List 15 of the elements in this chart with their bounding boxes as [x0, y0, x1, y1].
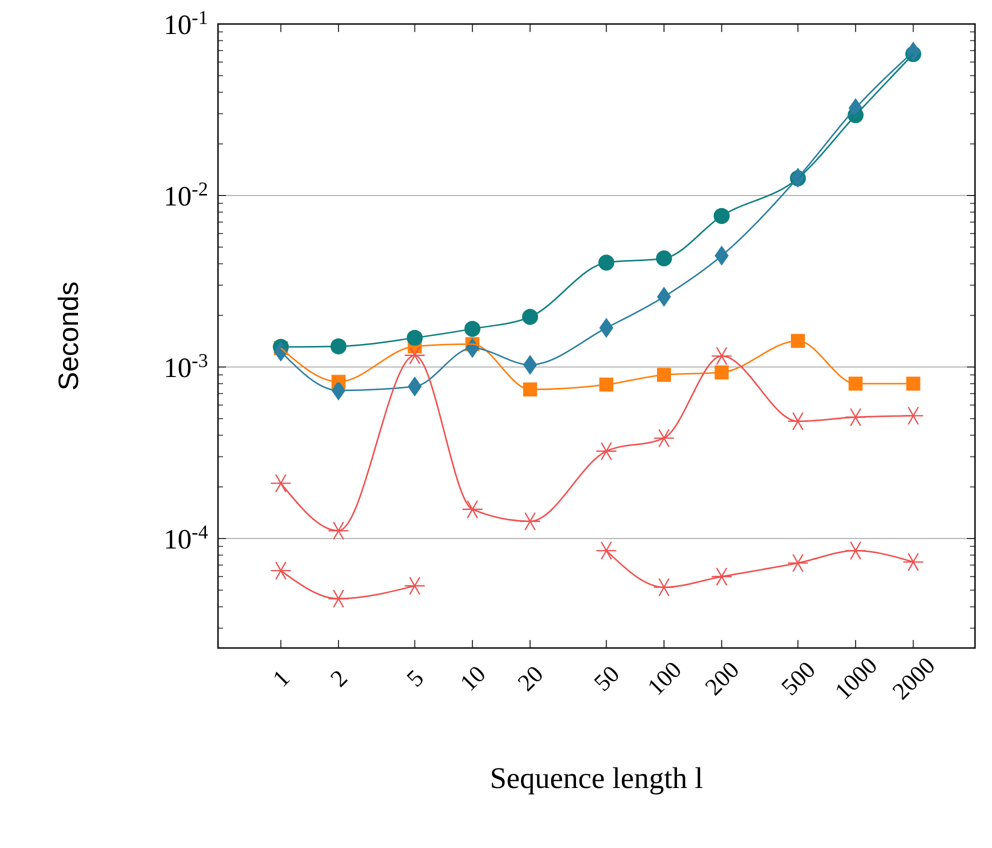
x-tick-label: 20 — [513, 661, 549, 697]
x-tick-label: 500 — [776, 657, 821, 701]
x-tick-label: 2 — [326, 666, 353, 692]
x-tick-label: 200 — [700, 657, 745, 701]
y-tick-label: 10$^{-3}$ — [164, 350, 208, 384]
y-tick-label: 10$^{-1}$ — [164, 7, 208, 41]
y-axis-title: Seconds — [53, 282, 84, 390]
y-tick-label: 10$^{-4}$ — [164, 522, 208, 556]
y-tick-label: 10$^{-2}$ — [164, 178, 208, 212]
x-tick-label: 100 — [643, 657, 687, 701]
x-tick-label: 1 — [268, 666, 296, 692]
x-tick-label: 5 — [402, 666, 430, 692]
x-axis-title: Sequence length l — [490, 762, 704, 795]
x-tick-label: 10 — [456, 661, 492, 697]
x-tick-label: 50 — [590, 661, 625, 697]
